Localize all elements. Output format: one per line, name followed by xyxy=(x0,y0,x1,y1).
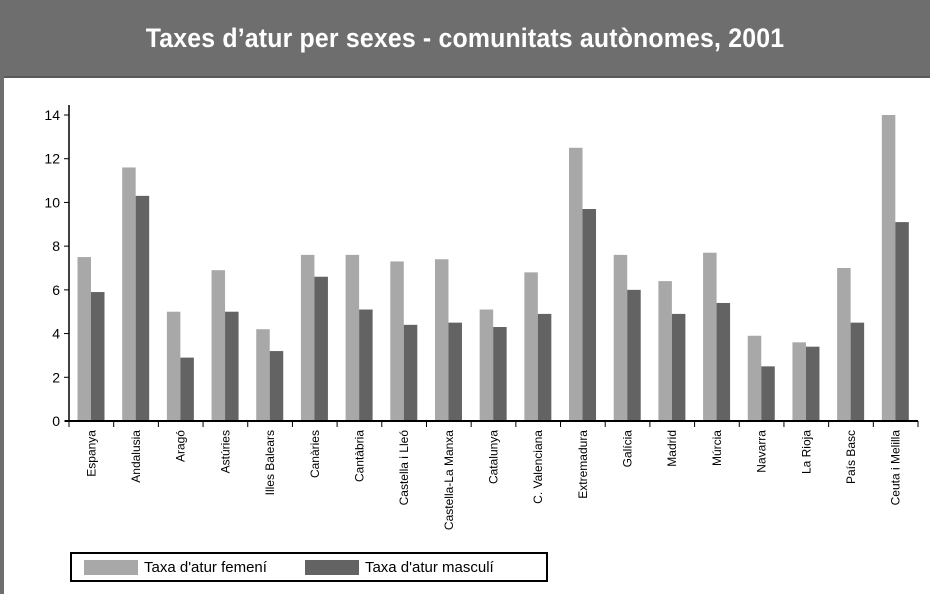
legend-item-female: Taxa d'atur femení xyxy=(84,559,267,576)
legend-swatch-female xyxy=(84,559,138,575)
bar-female xyxy=(77,257,91,421)
x-tick-label: Espanya xyxy=(84,430,98,477)
bar-male xyxy=(537,313,552,421)
x-tick-label: Cantàbria xyxy=(352,430,366,482)
bar-male xyxy=(135,195,150,421)
y-tick-label: 0 xyxy=(52,413,60,429)
bar-female xyxy=(837,268,851,421)
legend-label-female: Taxa d'atur femení xyxy=(144,558,267,576)
frame-top-divider xyxy=(0,76,930,78)
x-tick-label: Illes Balears xyxy=(263,430,277,495)
y-tick-label: 8 xyxy=(52,238,60,254)
x-tick-label: Madrid xyxy=(665,430,679,467)
y-tick-label: 12 xyxy=(44,151,60,167)
x-tick-label: Castella-La Manxa xyxy=(442,430,456,530)
bar-female xyxy=(345,254,360,421)
bar-male xyxy=(850,322,865,421)
bar-male xyxy=(448,322,462,421)
x-tick-label: País Basc xyxy=(844,430,858,484)
bar-female xyxy=(524,272,538,421)
x-tick-label: C. Valenciana xyxy=(531,430,545,504)
bar-male xyxy=(895,222,909,421)
y-tick-label: 4 xyxy=(52,326,60,342)
legend: Taxa d'atur femení Taxa d'atur masculí xyxy=(70,552,548,582)
x-tick-label: Aragó xyxy=(174,430,188,462)
bar-female xyxy=(613,254,628,421)
bar-male xyxy=(91,292,105,421)
bar-female xyxy=(792,342,806,421)
legend-swatch-male xyxy=(304,559,359,575)
bar-male xyxy=(359,309,373,421)
bar-female xyxy=(658,281,672,421)
bar-male xyxy=(314,276,328,421)
bar-female xyxy=(166,311,181,421)
bar-female xyxy=(479,309,494,421)
bar-male xyxy=(180,357,194,421)
x-tick-label: Múrcia xyxy=(710,430,724,466)
bar-female xyxy=(569,147,583,422)
bar-male xyxy=(805,346,820,421)
bar-male xyxy=(716,302,731,421)
bar-male xyxy=(671,313,686,421)
bar-male xyxy=(582,208,597,421)
y-tick-label: 2 xyxy=(52,369,60,385)
x-tick-label: Navarra xyxy=(755,430,769,473)
x-tick-label: Castella i Lleó xyxy=(397,430,411,506)
x-tick-label: Extremadura xyxy=(576,430,590,499)
y-tick-label: 10 xyxy=(44,194,60,210)
bar-female xyxy=(300,254,315,421)
title-bar: Taxes d’atur per sexes - comunitats autò… xyxy=(0,0,930,76)
legend-label-male: Taxa d'atur masculí xyxy=(364,558,494,576)
x-tick-label: Andalusia xyxy=(129,430,143,483)
bar-male xyxy=(225,311,239,421)
bar-female xyxy=(211,270,226,421)
bar-male xyxy=(269,351,284,421)
frame-left-border xyxy=(0,76,4,594)
bar-female xyxy=(703,252,717,421)
bar-female xyxy=(747,335,762,421)
bar-female xyxy=(390,261,404,421)
bar-male xyxy=(761,366,775,421)
bar-female xyxy=(256,329,270,421)
bar-male xyxy=(493,327,507,421)
x-tick-label: Ceuta i Melilla xyxy=(889,430,903,506)
bar-female xyxy=(122,167,136,421)
bar-female xyxy=(881,115,896,421)
x-tick-label: Canàries xyxy=(308,430,322,478)
x-tick-label: Galícia xyxy=(621,430,635,468)
bar-female xyxy=(434,259,449,421)
x-tick-label: Catalunya xyxy=(487,430,501,484)
chart-title: Taxes d’atur per sexes - comunitats autò… xyxy=(145,22,785,53)
y-tick-label: 6 xyxy=(52,282,60,298)
bar-male xyxy=(627,289,641,421)
x-tick-label: La Rioja xyxy=(799,430,813,474)
y-tick-label: 14 xyxy=(44,107,60,123)
legend-item-male: Taxa d'atur masculí xyxy=(304,558,494,576)
bar-male xyxy=(403,324,418,421)
x-tick-label: Astúries xyxy=(218,430,232,473)
